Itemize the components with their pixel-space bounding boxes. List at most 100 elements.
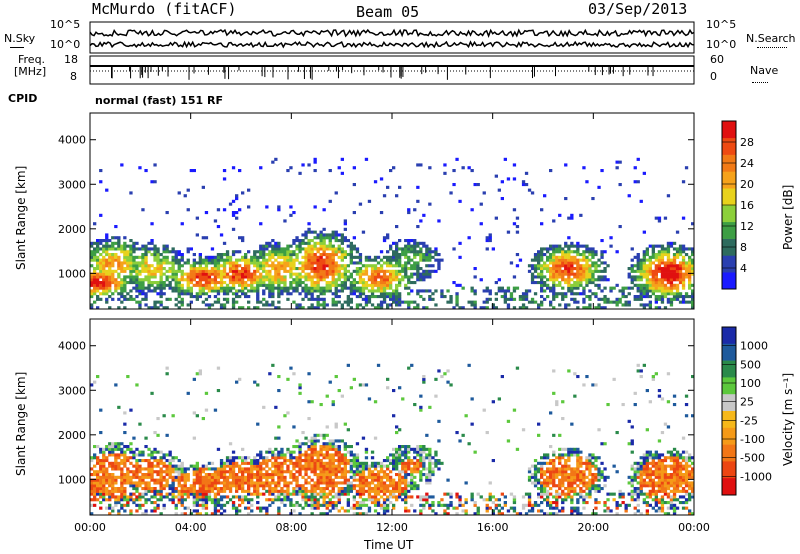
scatter-cell: [373, 281, 378, 285]
scatter-cell: [621, 292, 625, 296]
scatter-cell: [310, 267, 314, 271]
scatter-cell: [90, 275, 94, 279]
scatter-cell: [389, 281, 393, 285]
scatter-cell: [225, 258, 230, 262]
scatter-cell: [280, 453, 284, 457]
scatter-cell: [395, 261, 399, 265]
scatter-cell: [231, 501, 236, 505]
scatter-cell: [334, 506, 338, 510]
scatter-cell: [259, 470, 263, 474]
scatter-cell: [407, 261, 411, 265]
scatter-cell: [283, 489, 287, 493]
scatter-cell: [343, 422, 347, 426]
scatter-cell: [96, 250, 100, 254]
scatter-cell: [283, 278, 287, 282]
scatter-cell: [681, 244, 686, 248]
scatter-cell: [488, 292, 492, 296]
scatter-cell: [295, 272, 299, 276]
scatter-cell: [259, 481, 263, 485]
scatter-cell: [102, 484, 106, 488]
scatter-cell: [210, 489, 215, 493]
scatter-cell: [540, 473, 544, 477]
scatter-cell: [231, 300, 236, 304]
scatter-cell: [416, 467, 420, 471]
scatter-cell: [289, 461, 293, 465]
scatter-cell: [96, 283, 100, 287]
scatter-cell: [319, 503, 323, 507]
scatter-cell: [313, 501, 317, 505]
scatter-cell: [666, 267, 671, 271]
scatter-cell: [247, 272, 251, 276]
scatter-cell: [244, 495, 248, 499]
scatter-cell: [521, 295, 526, 299]
scatter-cell: [361, 487, 366, 491]
scatter-cell: [546, 269, 550, 273]
scatter-cell: [301, 459, 305, 463]
scatter-cell: [313, 272, 317, 276]
scatter-cell: [111, 442, 115, 446]
scatter-cell: [358, 295, 363, 299]
scatter-cell: [102, 447, 106, 451]
scatter-cell: [558, 275, 562, 279]
scatter-cell: [147, 475, 151, 479]
scatter-cell: [660, 253, 665, 257]
scatter-cell: [135, 241, 139, 245]
scatter-cell: [313, 157, 317, 161]
scatter-cell: [153, 303, 157, 307]
scatter-cell: [346, 498, 350, 502]
scatter-cell: [132, 297, 136, 301]
scatter-cell: [512, 501, 517, 505]
scatter-cell: [530, 281, 535, 285]
scatter-cell: [355, 289, 360, 293]
scatter-cell: [274, 498, 278, 502]
scatter-cell: [322, 461, 326, 465]
scatter-cell: [129, 297, 133, 301]
scatter-cell: [177, 492, 181, 496]
scatter-cell: [213, 473, 218, 477]
scatter-cell: [373, 264, 378, 268]
scatter-cell: [238, 208, 242, 212]
scatter-cell: [370, 278, 375, 282]
scatter-cell: [271, 481, 275, 485]
scatter-cell: [304, 467, 308, 471]
scatter-cell: [156, 450, 160, 454]
scatter-cell: [395, 453, 399, 457]
scatter-cell: [340, 281, 344, 285]
scatter-cell: [413, 481, 417, 485]
scatter-cell: [277, 306, 281, 310]
scatter-cell: [168, 450, 172, 454]
scatter-cell: [540, 495, 544, 499]
scatter-cell: [120, 453, 124, 457]
scatter-cell: [331, 261, 335, 265]
scatter-cell: [265, 303, 269, 307]
scatter-cell: [313, 433, 317, 437]
scatter-cell: [274, 461, 278, 465]
scatter-cell: [153, 258, 157, 262]
scatter-cell: [407, 473, 411, 477]
scatter-cell: [413, 261, 417, 265]
scatter-cell: [256, 306, 260, 310]
scatter-cell: [337, 487, 341, 491]
scatter-cell: [543, 297, 547, 301]
scatter-cell: [102, 492, 106, 496]
scatter-cell: [543, 470, 547, 474]
scatter-cell: [162, 475, 166, 479]
scatter-cell: [316, 506, 320, 510]
scatter-cell: [352, 278, 356, 282]
scatter-cell: [90, 303, 94, 307]
scatter-cell: [316, 478, 320, 482]
scatter-cell: [256, 467, 260, 471]
scatter-cell: [376, 481, 381, 485]
scatter-cell: [102, 244, 106, 248]
scatter-cell: [105, 487, 109, 491]
scatter-cell: [337, 250, 341, 254]
scatter-cell: [691, 295, 695, 299]
scatter-cell: [576, 272, 580, 276]
scatter-cell: [398, 478, 402, 482]
scatter-cell: [555, 272, 559, 276]
scatter-cell: [633, 180, 637, 184]
scatter-cell: [304, 464, 308, 468]
scatter-cell: [114, 258, 118, 262]
scatter-cell: [271, 255, 275, 259]
scatter-cell: [159, 295, 163, 299]
